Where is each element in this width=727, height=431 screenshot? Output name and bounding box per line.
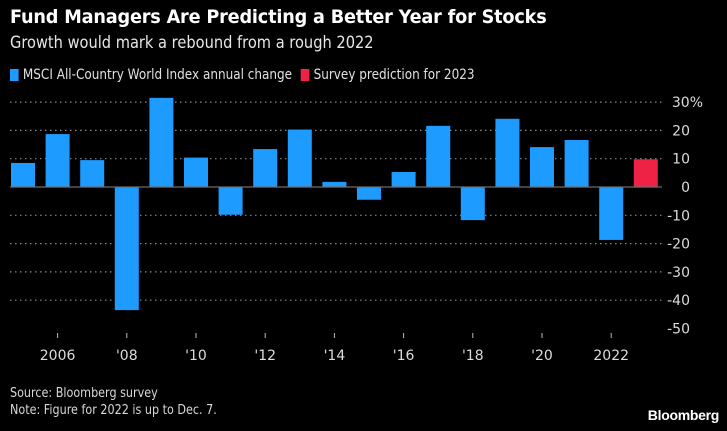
chart-title: Fund Managers Are Predicting a Better Ye… bbox=[10, 6, 547, 28]
bar-msci-2022 bbox=[599, 187, 624, 240]
bloomberg-logo: Bloomberg bbox=[647, 407, 720, 423]
x-tick-label: '10 bbox=[185, 348, 207, 364]
y-tick-label: -20 bbox=[667, 237, 690, 253]
bar-msci-2005 bbox=[11, 162, 35, 187]
legend-swatch-msci bbox=[10, 69, 19, 81]
x-tick-label: '12 bbox=[254, 348, 276, 364]
gridlines bbox=[10, 101, 662, 301]
y-tick-label: 30% bbox=[672, 95, 703, 111]
y-tick-label: -30 bbox=[667, 265, 690, 281]
footnote: Note: Figure for 2022 is up to Dec. 7. bbox=[10, 403, 217, 418]
x-tick-label: 2006 bbox=[40, 348, 76, 364]
x-tick-label: '16 bbox=[393, 348, 415, 364]
bar-msci-2007 bbox=[80, 160, 105, 187]
bar-msci-2011 bbox=[218, 187, 243, 215]
bars bbox=[11, 97, 658, 311]
y-tick-label: -40 bbox=[667, 293, 690, 309]
source-note: Source: Bloomberg survey bbox=[10, 386, 158, 401]
bar-survey-2023 bbox=[633, 159, 658, 187]
x-tick-label: '20 bbox=[531, 348, 553, 364]
legend-label-msci: MSCI All-Country World Index annual chan… bbox=[22, 67, 293, 83]
legend-item-msci: MSCI All-Country World Index annual chan… bbox=[10, 67, 292, 83]
bar-msci-2016 bbox=[391, 172, 416, 187]
chart-subtitle: Growth would mark a rebound from a rough… bbox=[10, 33, 374, 53]
legend-swatch-survey bbox=[300, 69, 310, 81]
bar-msci-2013 bbox=[287, 129, 312, 187]
bar-msci-2012 bbox=[253, 149, 278, 187]
x-axis: 2006 '08 '10 '12 '14 '16 '18 '20 2022 bbox=[40, 333, 629, 364]
bar-msci-2009 bbox=[149, 97, 174, 187]
legend: MSCI All-Country World Index annual chan… bbox=[10, 67, 483, 83]
x-tick-label: '08 bbox=[116, 348, 138, 364]
bar-msci-2006 bbox=[45, 134, 70, 187]
y-tick-label: -10 bbox=[667, 208, 690, 224]
x-tick-label: 2022 bbox=[593, 348, 629, 364]
bar-msci-2008 bbox=[114, 187, 139, 311]
bar-msci-2014 bbox=[322, 181, 347, 187]
bar-msci-2019 bbox=[495, 118, 520, 187]
legend-item-survey: Survey prediction for 2023 bbox=[300, 67, 475, 83]
bar-msci-2010 bbox=[184, 157, 208, 187]
bar-msci-2018 bbox=[460, 187, 485, 221]
x-tick-label: '18 bbox=[462, 348, 484, 364]
y-tick-label: 20 bbox=[672, 123, 690, 139]
y-axis: 30% 20 10 0 -10 -20 -30 -40 -50 bbox=[667, 95, 703, 337]
footer: Source: Bloomberg survey Note: Figure fo… bbox=[10, 385, 217, 419]
bar-msci-2020 bbox=[530, 147, 554, 187]
y-tick-label: 0 bbox=[681, 180, 690, 196]
x-tick-label: '14 bbox=[324, 348, 346, 364]
legend-label-survey: Survey prediction for 2023 bbox=[313, 67, 475, 83]
bar-msci-2021 bbox=[564, 140, 589, 187]
y-tick-label: -50 bbox=[667, 322, 690, 338]
bar-msci-2015 bbox=[357, 187, 381, 200]
bar-msci-2017 bbox=[426, 125, 451, 187]
y-tick-label: 10 bbox=[672, 152, 690, 168]
